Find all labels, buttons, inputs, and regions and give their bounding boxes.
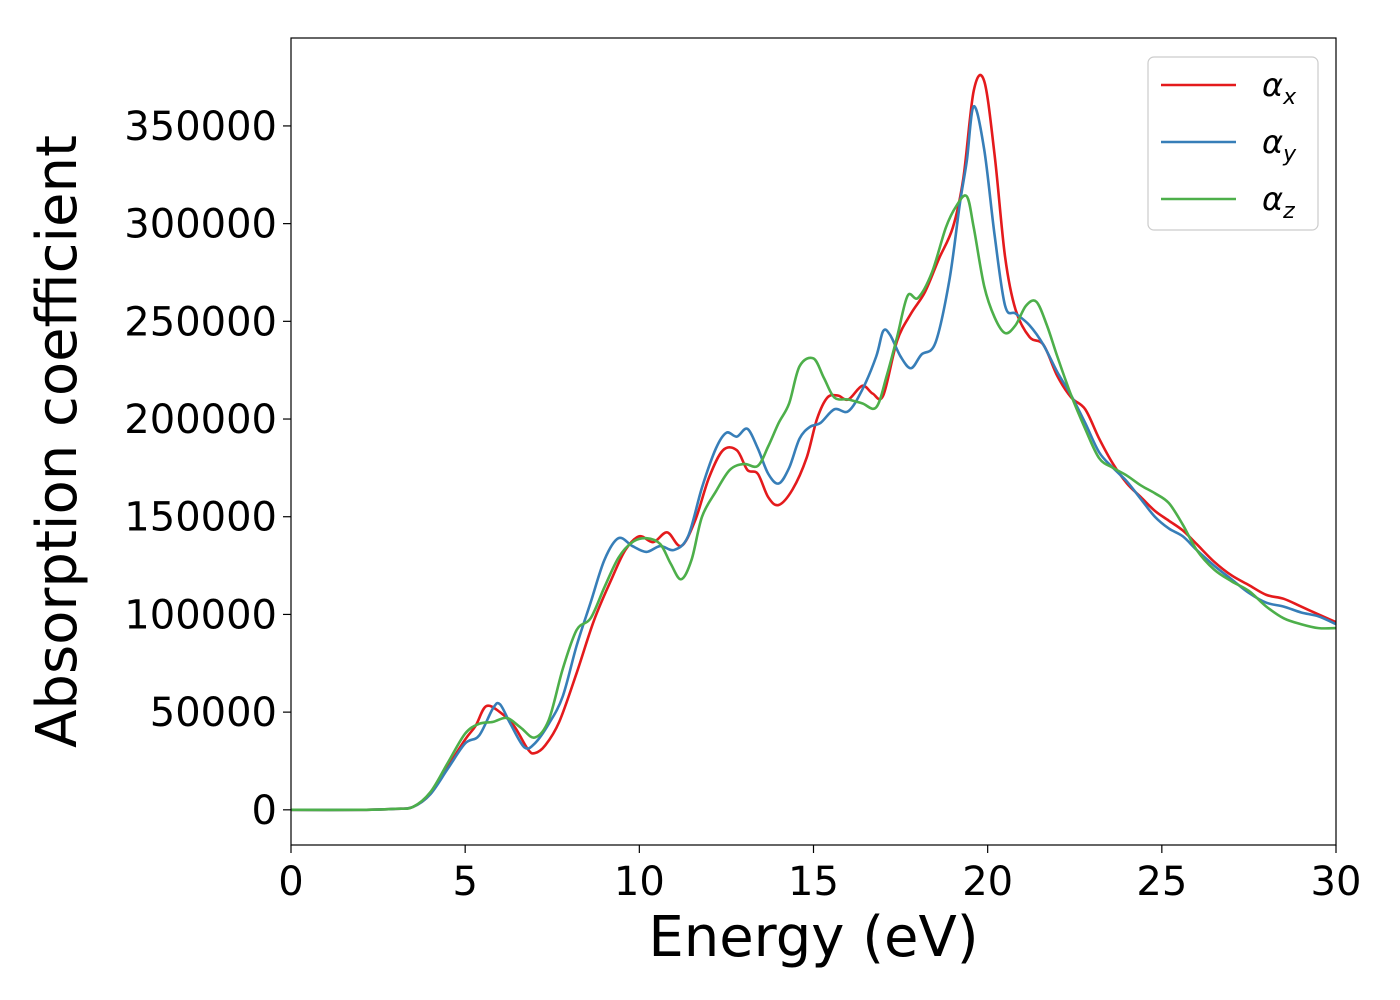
x-tick-label: 20	[962, 859, 1013, 905]
x-tick-label: 15	[788, 859, 839, 905]
y-tick-label: 0	[252, 788, 277, 834]
legend-label-alpha-x: αx	[1262, 66, 1297, 110]
legend-label-alpha-z: αz	[1262, 180, 1295, 224]
series-layer	[290, 73, 1337, 812]
x-tick-label: 10	[614, 859, 665, 905]
ticks-layer: 0 5 10 15 20 25 30 0 50000 100000 150000 200000 2500…	[124, 104, 1361, 905]
x-tick-label: 30	[1311, 859, 1362, 905]
x-tick-label: 25	[1136, 859, 1187, 905]
series-line-alpha-y	[290, 105, 1337, 812]
legend-label-alpha-y: αy	[1262, 123, 1297, 167]
y-tick-label: 50000	[150, 690, 277, 736]
y-axis-title: Absorption coefficient	[25, 135, 90, 748]
y-tick-label: 150000	[124, 495, 277, 541]
y-tick-label: 300000	[124, 202, 277, 248]
x-axis-title: Energy (eV)	[648, 905, 978, 970]
x-tick-label: 0	[278, 859, 303, 905]
series-line-alpha-z	[290, 194, 1337, 812]
legend: αx αy αz	[1147, 56, 1319, 231]
y-tick-label: 250000	[124, 299, 277, 345]
y-tick-label: 350000	[124, 104, 277, 150]
legend-box	[1147, 56, 1319, 231]
y-tick-label: 200000	[124, 397, 277, 443]
y-tick-label: 100000	[124, 592, 277, 638]
x-tick-label: 5	[452, 859, 477, 905]
